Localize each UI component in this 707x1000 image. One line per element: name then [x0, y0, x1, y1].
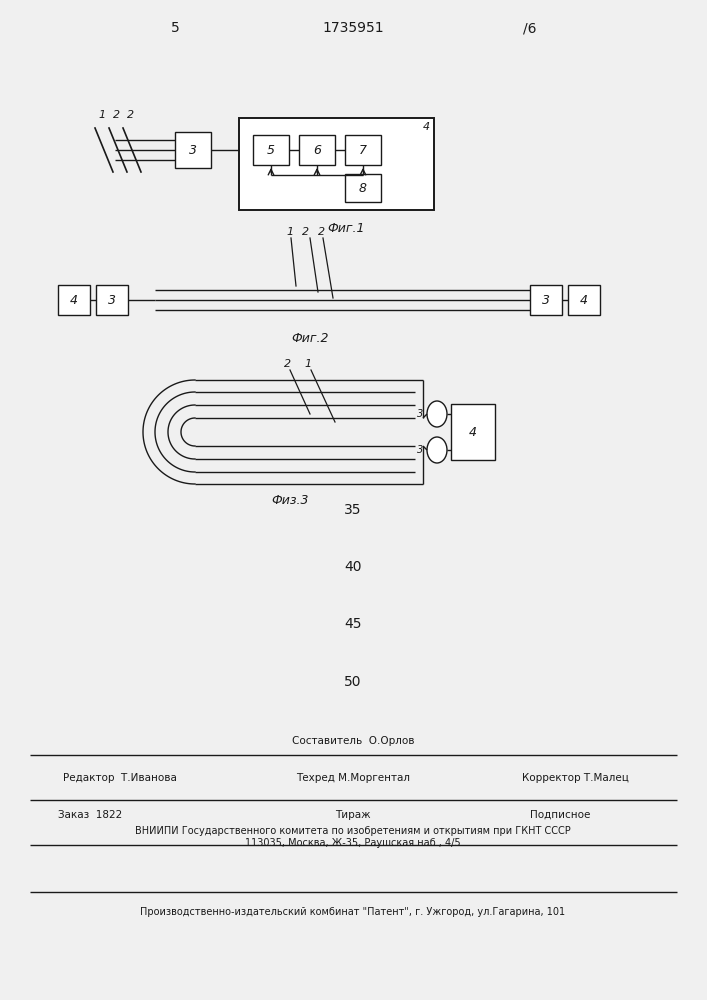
Text: Фиг.1: Фиг.1 — [327, 222, 365, 234]
Text: 8: 8 — [359, 182, 367, 194]
Text: 3: 3 — [416, 409, 423, 419]
Text: 4: 4 — [469, 426, 477, 438]
Text: 3: 3 — [542, 294, 550, 306]
Bar — [253, 135, 289, 165]
Text: 40: 40 — [344, 560, 362, 574]
Text: 5: 5 — [170, 21, 180, 35]
Text: 1735951: 1735951 — [322, 21, 384, 35]
Text: 1: 1 — [305, 359, 312, 369]
Ellipse shape — [427, 401, 447, 427]
Text: Корректор Т.Малец: Корректор Т.Малец — [522, 773, 629, 783]
Text: Физ.3: Физ.3 — [271, 493, 309, 506]
Bar — [175, 132, 211, 168]
Text: 45: 45 — [344, 617, 362, 631]
Text: 6: 6 — [313, 143, 321, 156]
Bar — [568, 285, 600, 315]
Bar — [299, 135, 335, 165]
Bar — [530, 285, 562, 315]
Text: 2: 2 — [303, 227, 310, 237]
Text: 5: 5 — [267, 143, 275, 156]
Text: 4: 4 — [70, 294, 78, 306]
Text: Заказ  1822: Заказ 1822 — [58, 810, 122, 820]
Text: 3: 3 — [416, 445, 423, 455]
Text: 1: 1 — [98, 110, 105, 120]
Bar — [345, 174, 381, 202]
Text: 3: 3 — [108, 294, 116, 306]
Text: /6: /6 — [523, 21, 537, 35]
Text: 3: 3 — [189, 143, 197, 156]
Text: 1: 1 — [286, 227, 293, 237]
Bar — [239, 118, 434, 210]
Bar — [96, 285, 128, 315]
Text: 2: 2 — [127, 110, 134, 120]
Ellipse shape — [427, 437, 447, 463]
Text: 4: 4 — [580, 294, 588, 306]
Text: Техред М.Моргентал: Техред М.Моргентал — [296, 773, 410, 783]
Text: 2: 2 — [318, 227, 325, 237]
Text: Редактор  Т.Иванова: Редактор Т.Иванова — [63, 773, 177, 783]
Text: 2: 2 — [284, 359, 291, 369]
Text: ВНИИПИ Государственного комитета по изобретениям и открытиям при ГКНТ СССР: ВНИИПИ Государственного комитета по изоб… — [135, 826, 571, 836]
Text: 4: 4 — [423, 122, 430, 132]
Text: Подписное: Подписное — [530, 810, 590, 820]
Text: Тираж: Тираж — [335, 810, 370, 820]
Text: 113035, Москва, Ж-35, Раушская наб., 4/5: 113035, Москва, Ж-35, Раушская наб., 4/5 — [245, 838, 461, 848]
Bar — [58, 285, 90, 315]
Text: 50: 50 — [344, 675, 362, 689]
Text: 7: 7 — [359, 143, 367, 156]
Text: Производственно-издательский комбинат "Патент", г. Ужгород, ул.Гагарина, 101: Производственно-издательский комбинат "П… — [141, 907, 566, 917]
Text: Составитель  О.Орлов: Составитель О.Орлов — [292, 736, 414, 746]
Bar — [345, 135, 381, 165]
Text: Фиг.2: Фиг.2 — [291, 332, 329, 344]
Text: 35: 35 — [344, 503, 362, 517]
Bar — [451, 404, 495, 460]
Text: 2: 2 — [113, 110, 121, 120]
